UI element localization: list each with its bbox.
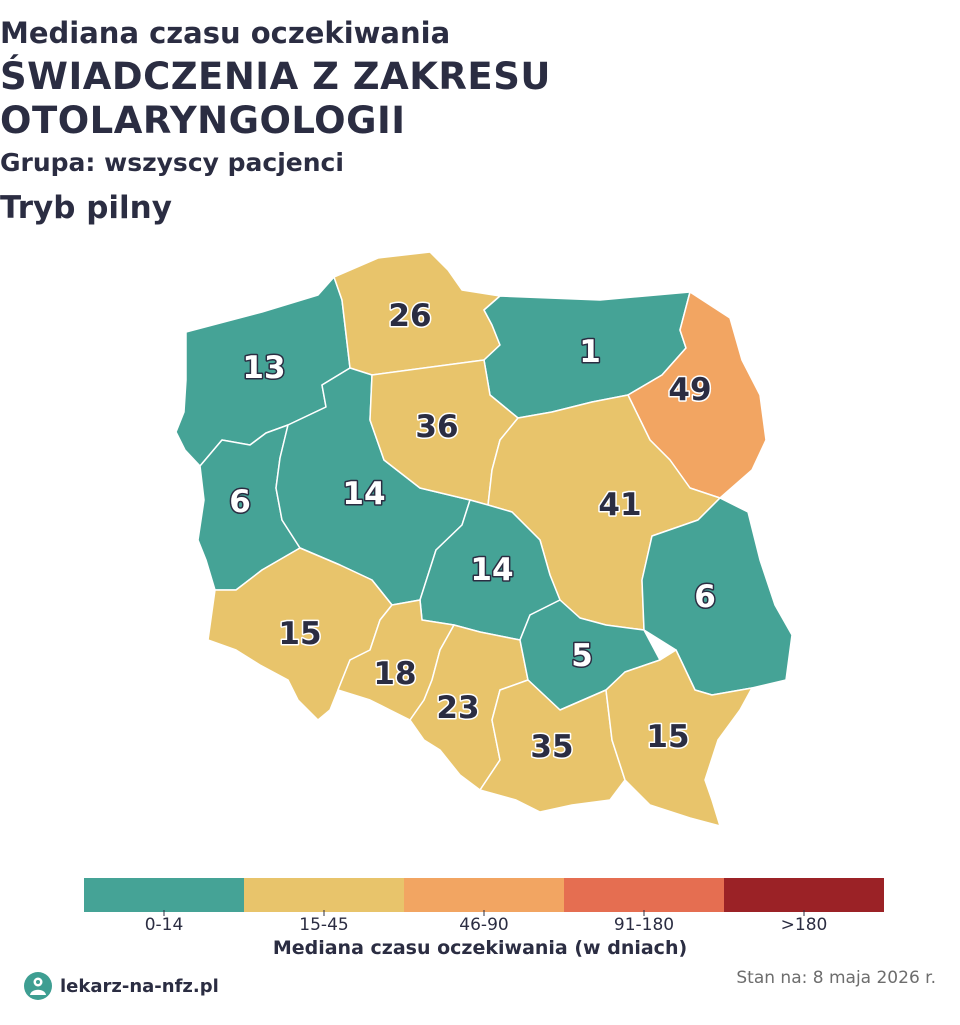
region-label-podkarpackie: 15 xyxy=(646,719,689,755)
chart-title-line1: Mediana czasu oczekiwania xyxy=(0,16,451,50)
region-label-mazowieckie: 41 xyxy=(598,487,641,523)
region-malopolskie[interactable] xyxy=(479,679,626,813)
legend-swatch-46-90 xyxy=(404,878,564,912)
doctor-logo-icon xyxy=(24,972,52,1000)
legend-labels: 0-14 15-45 46-90 91-180 >180 xyxy=(84,915,884,935)
region-label-swietokrzyskie: 5 xyxy=(571,638,593,674)
region-label-opolskie: 18 xyxy=(373,656,416,692)
legend-swatch-over-180 xyxy=(724,878,884,912)
region-label-lubelskie: 6 xyxy=(694,579,716,615)
brand[interactable]: lekarz-na-nfz.pl xyxy=(24,972,219,1000)
poland-map: 13 26 1 49 6 14 36 41 14 6 15 18 23 5 35 15 xyxy=(175,251,793,827)
chart-title-main-a: ŚWIADCZENIA Z ZAKRESU xyxy=(0,55,551,98)
region-label-slaskie: 23 xyxy=(436,690,479,726)
region-label-lodzkie: 14 xyxy=(470,552,513,588)
legend-ticks xyxy=(163,910,805,916)
region-value-labels: 13 26 1 49 6 14 36 41 14 6 15 18 23 5 35 15 xyxy=(228,297,718,767)
region-label-lubuskie: 6 xyxy=(229,484,251,520)
region-label-malopolskie: 35 xyxy=(530,729,573,765)
legend-title: Mediana czasu oczekiwania (w dniach) xyxy=(272,937,688,959)
group-subtitle: Grupa: wszyscy pacjenci xyxy=(0,148,344,177)
chart-title-main-b: OTOLARYNGOLOGII xyxy=(0,99,406,142)
mode-subtitle: Tryb pilny xyxy=(0,190,172,226)
legend-swatch-15-45 xyxy=(244,878,404,912)
legend-swatch-0-14 xyxy=(84,878,244,912)
region-label-warminsko-mazurskie: 1 xyxy=(579,334,601,370)
region-label-dolnoslaskie: 15 xyxy=(278,616,321,652)
region-label-podlaskie: 49 xyxy=(668,372,711,408)
legend-label-over-180: >180 xyxy=(780,915,828,935)
brand-name: lekarz-na-nfz.pl xyxy=(60,975,219,997)
region-label-pomorskie: 26 xyxy=(388,298,431,334)
legend-colorbar xyxy=(84,878,884,912)
as-of-date: Stan na: 8 maja 2026 r. xyxy=(736,968,936,988)
region-podkarpackie[interactable] xyxy=(605,649,753,827)
region-label-wielkopolskie: 14 xyxy=(342,476,385,512)
legend-label-91-180: 91-180 xyxy=(613,915,675,935)
legend-label-15-45: 15-45 xyxy=(299,915,349,935)
legend-swatch-91-180 xyxy=(564,878,724,912)
region-label-kujawsko-pomorskie: 36 xyxy=(415,409,458,445)
legend-label-0-14: 0-14 xyxy=(144,915,184,935)
region-label-zachodniopomorskie: 13 xyxy=(242,350,285,386)
region-shapes xyxy=(175,251,793,827)
legend-label-46-90: 46-90 xyxy=(459,915,509,935)
chart-title-main: ŚWIADCZENIA Z ZAKRESU OTOLARYNGOLOGII xyxy=(0,55,960,143)
